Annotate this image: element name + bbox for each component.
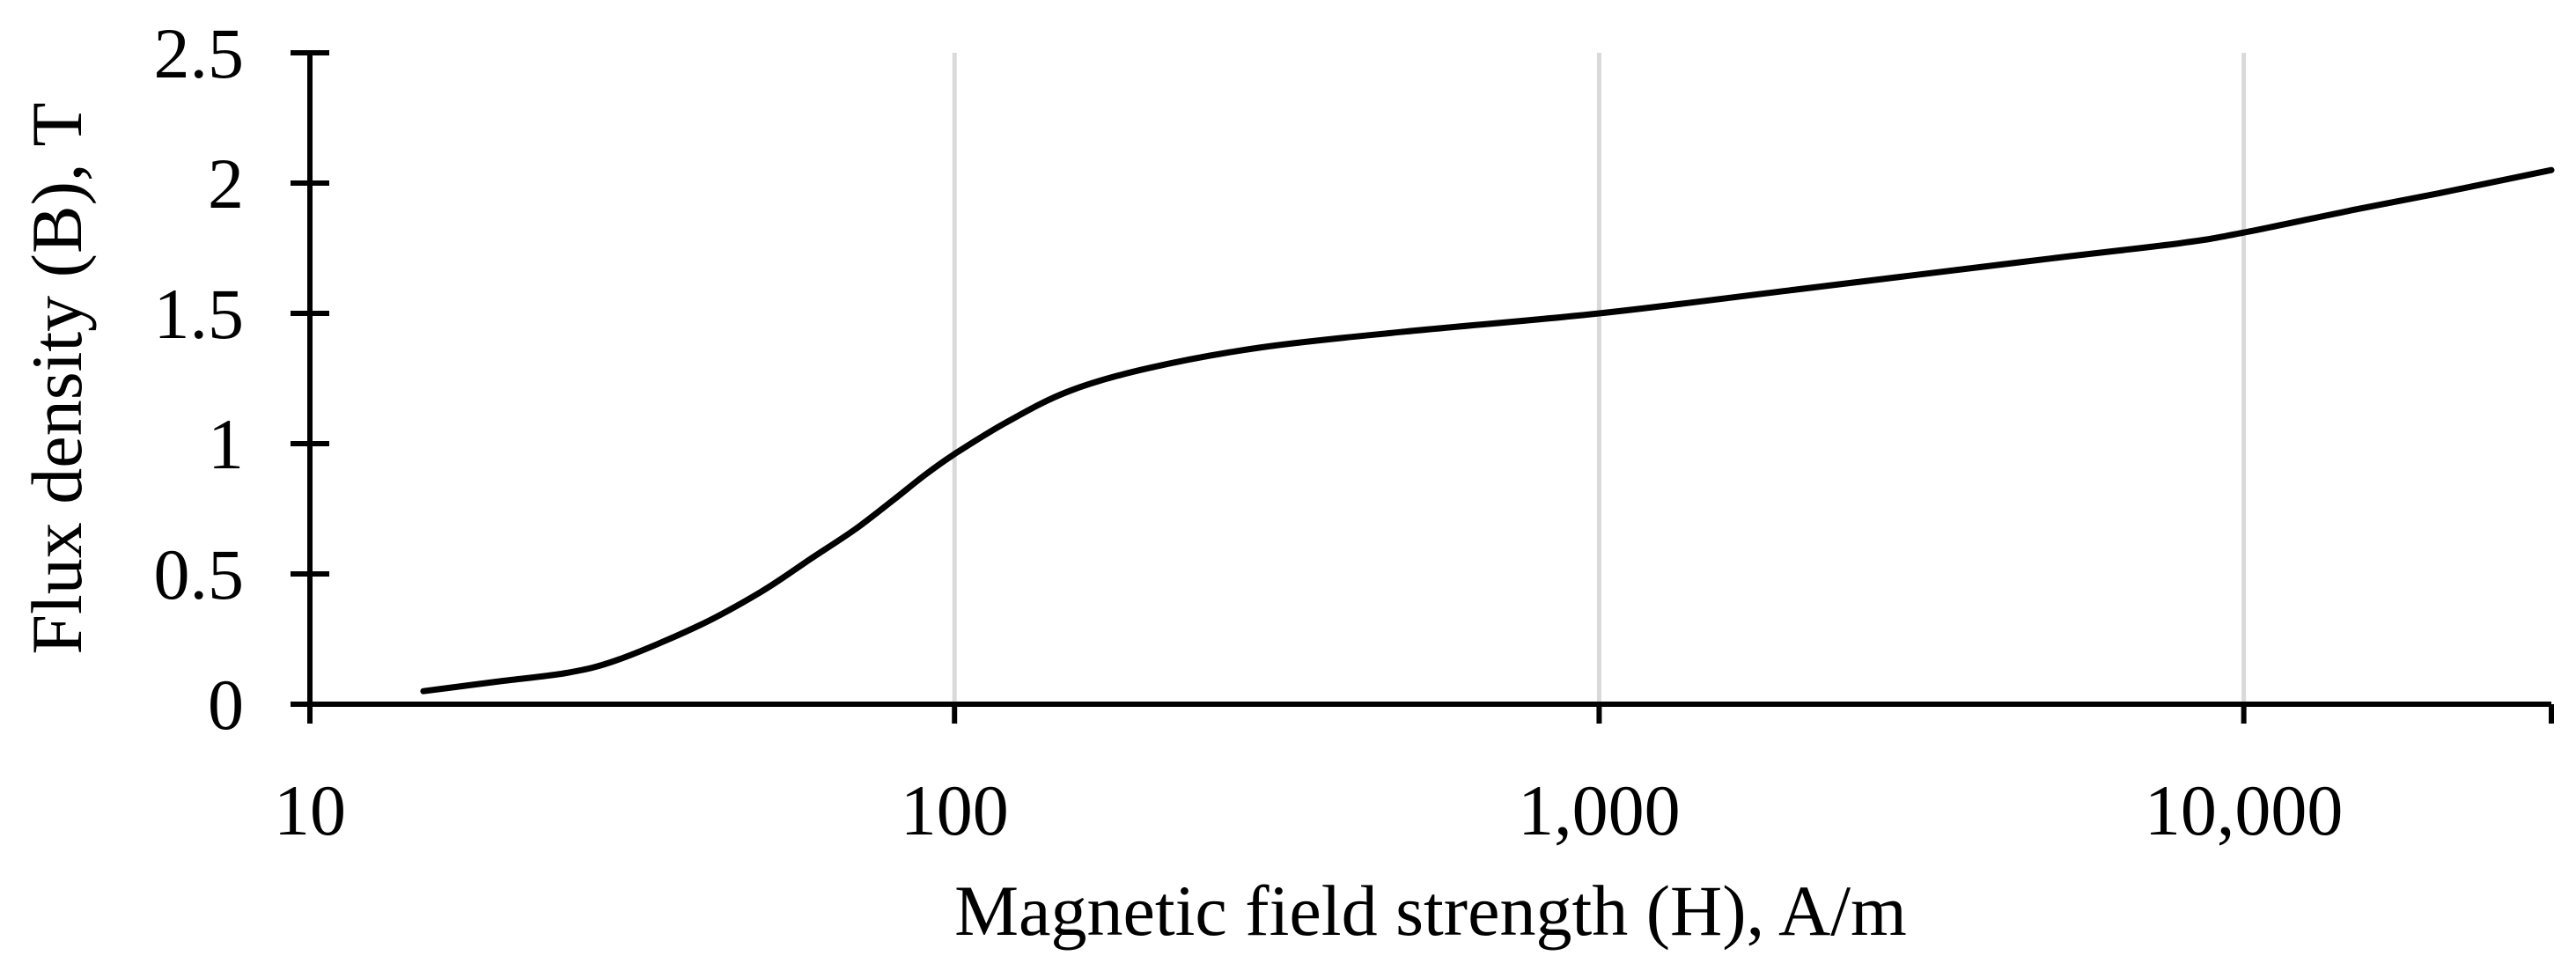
x-tick-label: 10,000 <box>2145 770 2344 850</box>
x-axis-title: Magnetic field strength (H), A/m <box>954 871 1907 951</box>
y-tick-label: 1.5 <box>154 274 245 354</box>
x-tick-label: 1,000 <box>1518 770 1681 850</box>
y-tick-label: 0.5 <box>154 534 245 614</box>
x-tick-label: 100 <box>901 770 1009 850</box>
grid-lines <box>952 53 2247 704</box>
y-tick-label: 2 <box>208 143 244 224</box>
y-tick-label: 2.5 <box>154 13 245 93</box>
bh-curve-line <box>420 166 2555 695</box>
y-tick-label: 0 <box>208 665 244 745</box>
series-layer <box>420 166 2555 695</box>
x-tick-label: 10 <box>274 770 346 850</box>
ticks: 10 100 1,000 10,000 0 0.5 1 1.5 2 2.5 <box>154 13 2554 850</box>
axes <box>307 53 2551 707</box>
y-axis-title: Flux density (B), T <box>17 102 97 654</box>
y-tick-label: 1 <box>208 404 244 484</box>
